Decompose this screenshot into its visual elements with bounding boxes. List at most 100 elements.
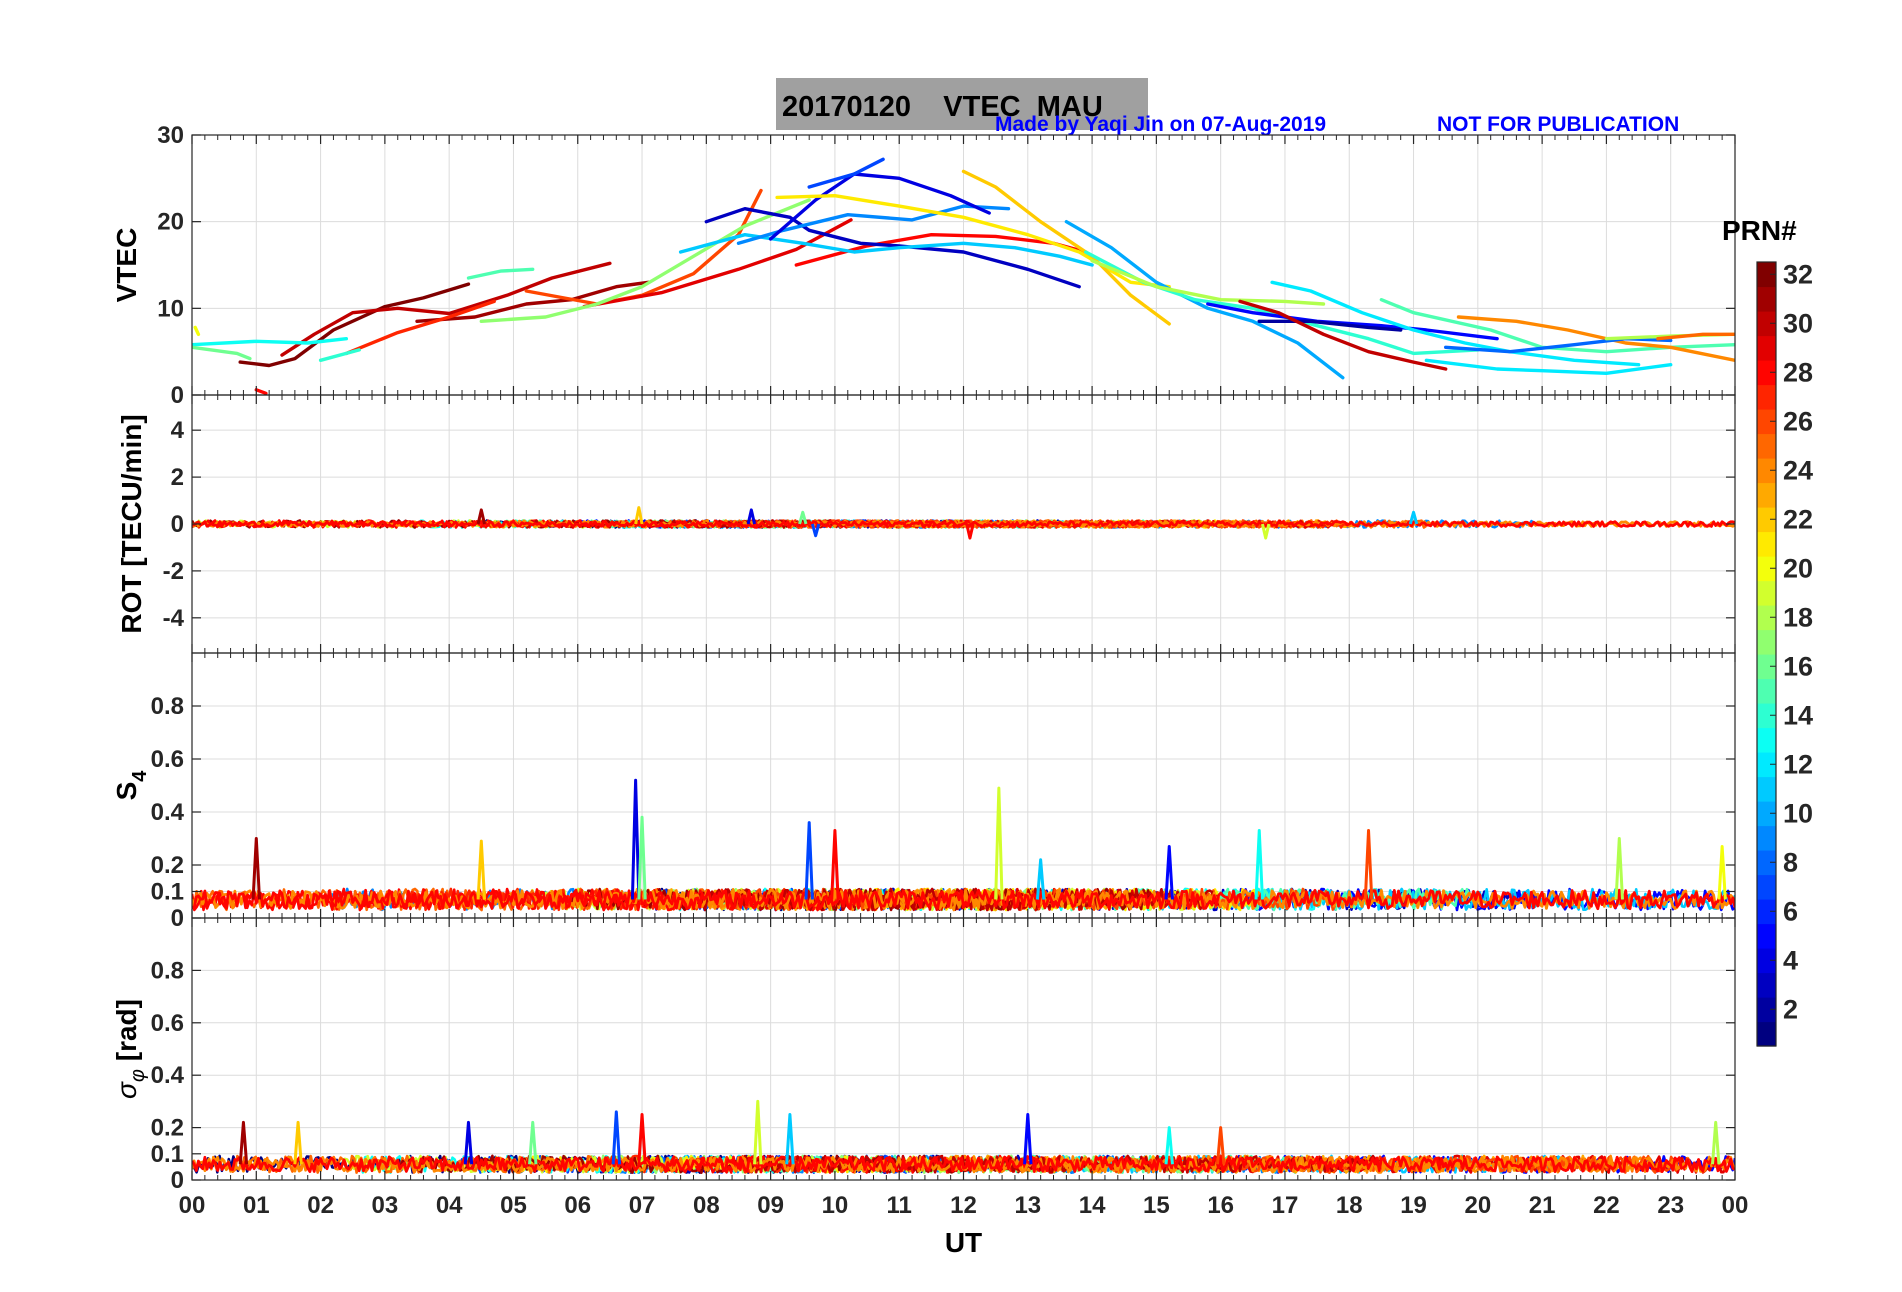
colorbar-tick-label: 10 [1783, 798, 1813, 828]
vtec-series-prn-2 [1257, 319, 1403, 332]
x-tick-label: 01 [243, 1192, 270, 1219]
s4-spike [830, 829, 840, 900]
y-axis-label-s4: S4 [111, 770, 151, 801]
y-tick-label: -2 [163, 558, 184, 585]
vtec-series-prn-10 [1064, 219, 1345, 380]
title-box [776, 78, 1148, 130]
colorbar-tick-label: 32 [1783, 259, 1813, 289]
colorbar-tick-label: 4 [1783, 945, 1798, 975]
x-tick-label: 05 [500, 1192, 527, 1219]
y-tick-label: 0.6 [151, 746, 184, 773]
vtec-series-prn-12 [1424, 358, 1673, 375]
vtec-series-prn-3 [704, 206, 1081, 289]
y-tick-label: 0.1 [151, 879, 184, 906]
x-tick-label: 10 [822, 1192, 849, 1219]
colorbar-segment [1757, 262, 1776, 288]
vtec-series-prn-13 [192, 337, 348, 347]
sigphi-spike [637, 1113, 647, 1165]
sigphi-spike [785, 1113, 795, 1165]
x-tick-label: 04 [436, 1192, 463, 1219]
s4-spike [1254, 829, 1264, 900]
x-tick-label: 00 [1722, 1192, 1749, 1219]
y-tick-label: 4 [171, 417, 185, 444]
vtec-series-prn-30 [280, 261, 612, 357]
colorbar-tick-label: 30 [1783, 308, 1813, 338]
y-tick-label: 0 [171, 511, 184, 538]
sigphi-spike [611, 1110, 622, 1165]
vtec-series-prn-21 [775, 193, 1171, 289]
sigphi-spike [1711, 1120, 1721, 1165]
colorbar-segment [1757, 654, 1776, 680]
colorbar-segment [1757, 801, 1776, 827]
vtec-series-prn-16 [192, 345, 252, 361]
x-tick-label: 16 [1207, 1192, 1234, 1219]
vtec-series-prn-8 [1443, 337, 1673, 354]
s4-spike [251, 837, 262, 900]
rot-spike [810, 523, 821, 538]
y-tick-label: 20 [157, 209, 184, 236]
x-tick-label: 18 [1336, 1192, 1363, 1219]
x-tick-label: 22 [1593, 1192, 1620, 1219]
vtec-series-prn-24 [1456, 315, 1735, 362]
s4-spike [994, 786, 1004, 900]
sigphi-spike [293, 1120, 303, 1165]
colorbar-segment [1757, 286, 1776, 312]
vtec-series-prn-18 [1090, 259, 1326, 306]
rot-spike [1260, 523, 1271, 540]
rot-spike [746, 508, 757, 525]
colorbar-segment [1757, 850, 1776, 876]
y-tick-label: 0.4 [151, 799, 185, 826]
y-tick-label: 0 [171, 382, 184, 409]
colorbar-tick-label: 26 [1783, 406, 1813, 436]
vtec-series-prn-31 [415, 280, 651, 323]
y-tick-label: 0.6 [151, 1010, 184, 1037]
x-tick-label: 02 [307, 1192, 334, 1219]
colorbar-segment [1757, 556, 1776, 582]
y-tick-label: 0.8 [151, 693, 184, 720]
vtec-series-prn-7 [807, 157, 885, 189]
y-tick-label: 0.4 [151, 1062, 185, 1089]
y-axis-label-vtec: VTEC [111, 228, 142, 303]
colorbar-segment [1757, 972, 1776, 998]
colorbar-segment [1757, 311, 1776, 337]
vtec-series-prn-12 [1270, 280, 1641, 367]
x-tick-label: 09 [757, 1192, 784, 1219]
vtec-series-prn-27 [344, 299, 496, 356]
s4-spike [1614, 837, 1624, 900]
colorbar-segment [1757, 605, 1776, 631]
rot-spike [798, 510, 808, 525]
vtec-series-prn-25 [1656, 332, 1735, 341]
vtec-series-prn-15 [466, 267, 535, 280]
data-rot [192, 506, 1735, 540]
data-vtec [192, 157, 1735, 395]
s4-trace-prn-28-full [192, 888, 1735, 911]
colorbar-segment [1757, 507, 1776, 533]
s4-spike [1717, 844, 1727, 900]
vtec-series-prn-32 [238, 282, 471, 368]
colorbar-segment [1757, 433, 1776, 459]
y-tick-label: 10 [157, 295, 184, 322]
x-tick-label: 03 [372, 1192, 399, 1219]
colorbar-segment [1757, 678, 1776, 704]
colorbar-segment [1757, 458, 1776, 484]
sigphi-spike [1164, 1126, 1174, 1165]
s4-spike [637, 815, 647, 900]
vtec-series-prn-17 [479, 198, 811, 323]
colorbar-tick-label: 20 [1783, 553, 1813, 583]
data-sigphi [192, 1099, 1735, 1174]
sigphi-trace-prn-28-full [192, 1155, 1735, 1173]
vtec-series-prn-20 [193, 325, 201, 336]
x-tick-label: 23 [1657, 1192, 1684, 1219]
vtec-series-prn-29 [582, 218, 853, 309]
colorbar-title: PRN# [1722, 215, 1797, 246]
colorbar-segment [1757, 899, 1776, 925]
colorbar-segment [1757, 384, 1776, 410]
vtec-series-prn-14 [318, 348, 361, 362]
sigphi-spike [463, 1120, 474, 1165]
panel-s4: 00.10.2 0.4 0.6 0.8 S4 [111, 652, 1736, 932]
colorbar-segment [1757, 629, 1776, 655]
colorbar-segment [1757, 825, 1776, 851]
s4-spike [1363, 829, 1374, 900]
colorbar-segment [1757, 360, 1776, 386]
colorbar-segment [1757, 874, 1776, 900]
